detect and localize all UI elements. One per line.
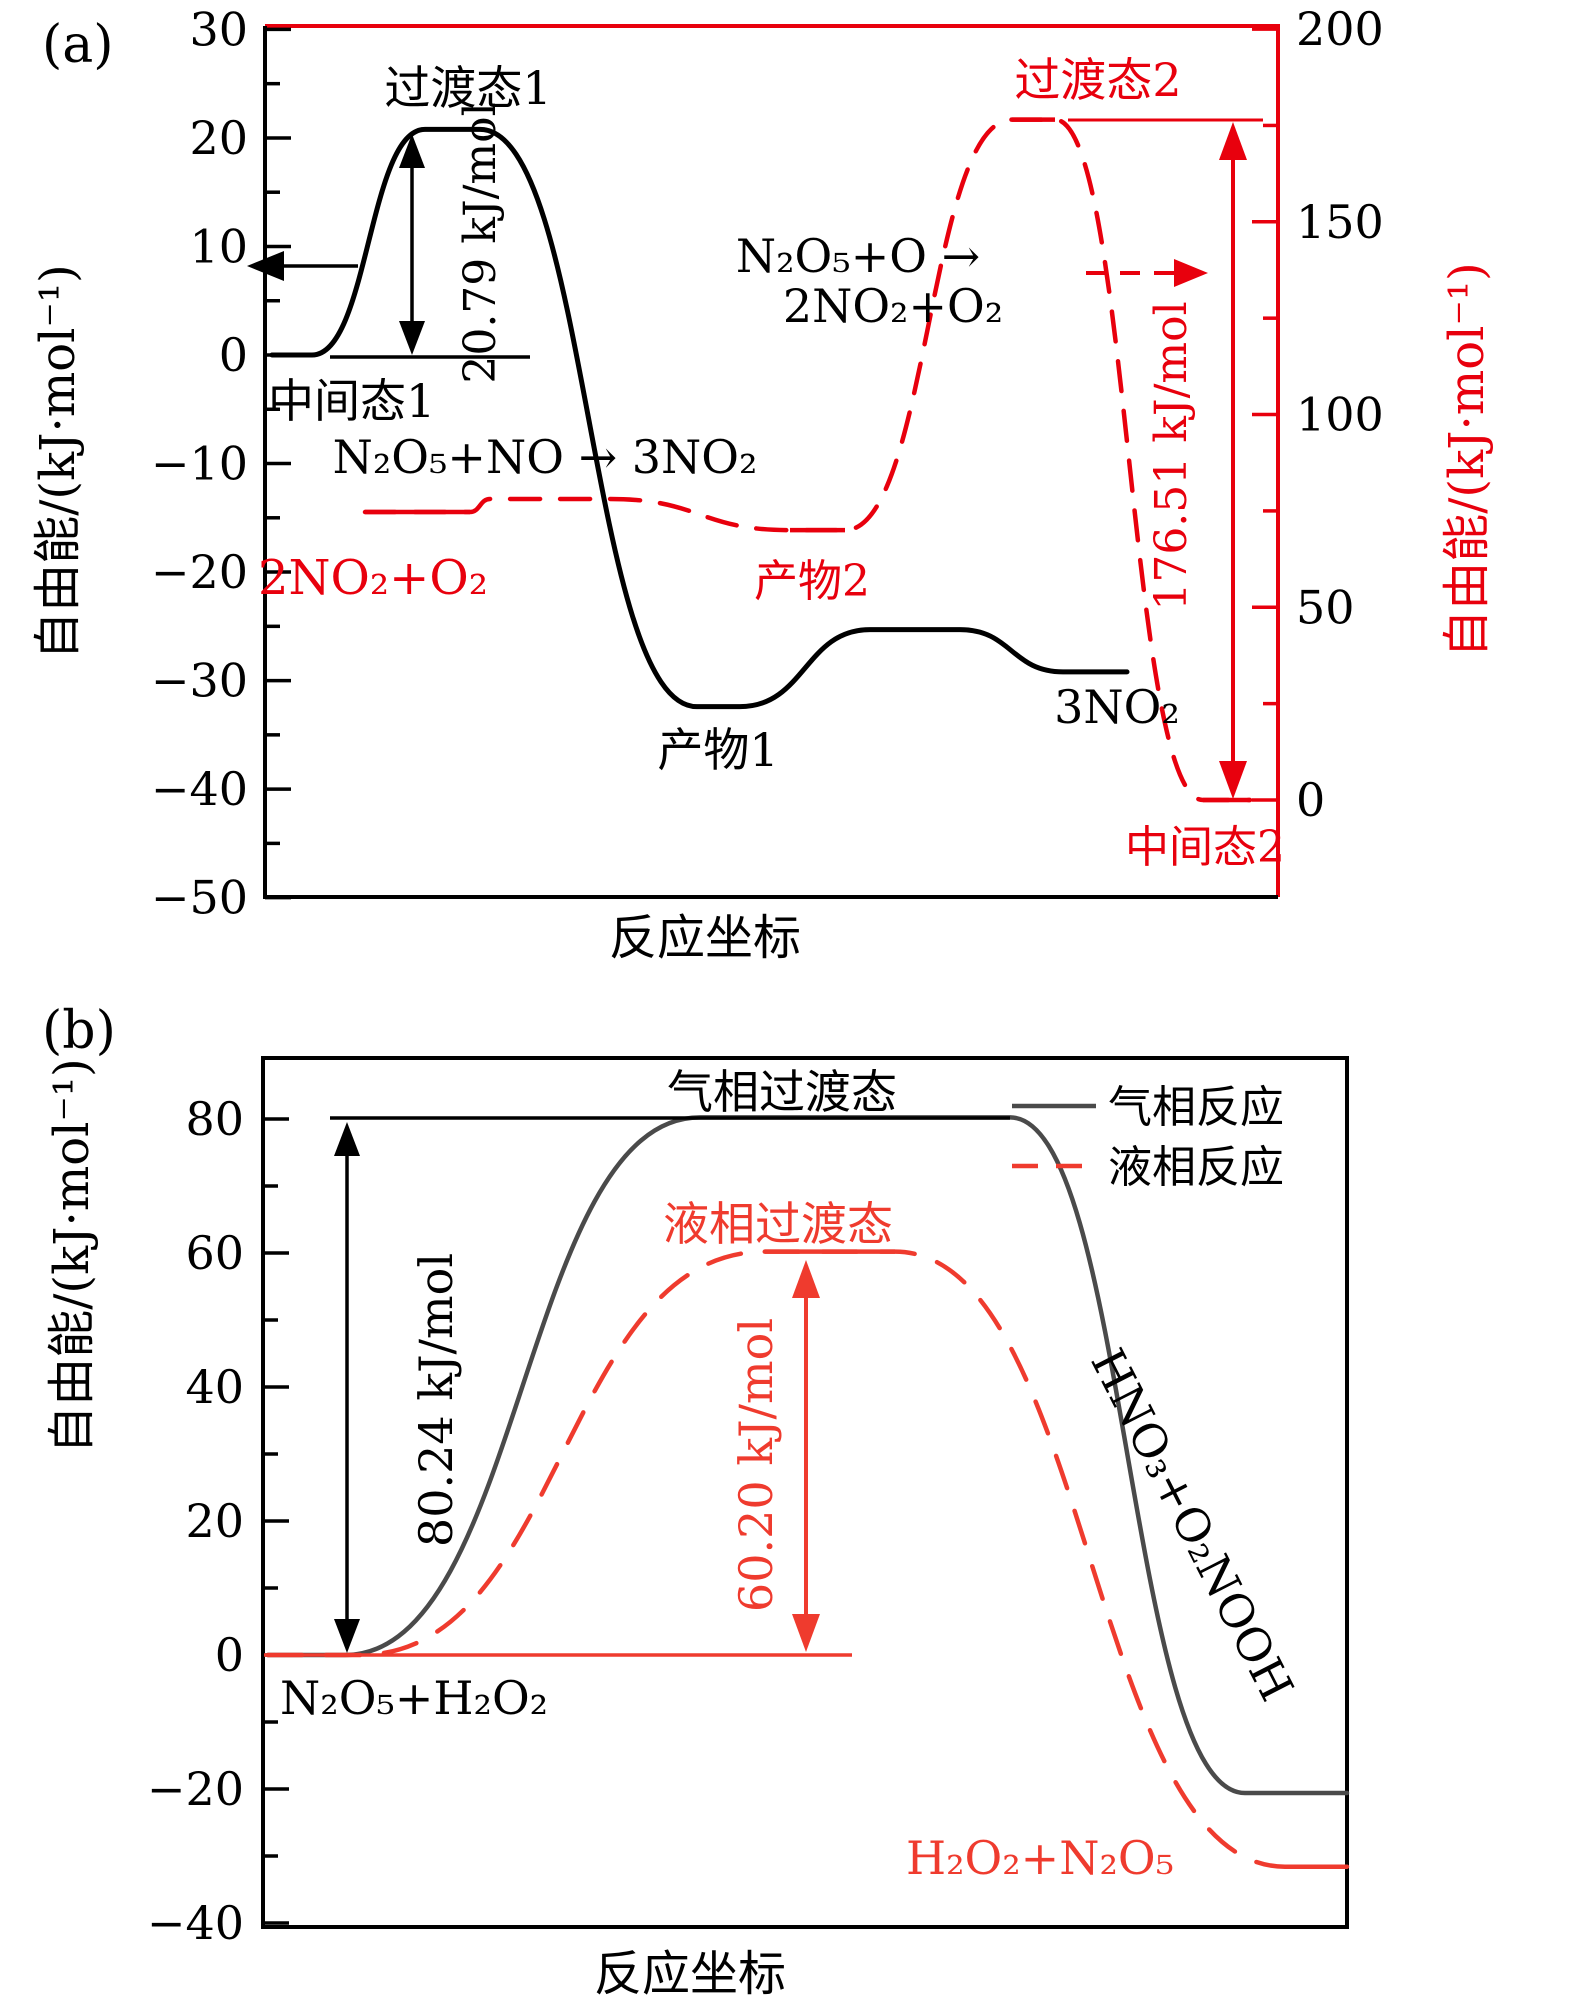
axis-tick-label-right-100: 100 [1296,388,1384,442]
label-reaction-black: N₂O₅+NO → 3NO₂ [333,430,758,484]
panel-b-frame [261,1056,1349,1929]
energy-curve-left-1 [265,1249,1350,1869]
barrier-arrow-b-liquid [792,1260,820,1652]
label-barrier-b-liquid: 60.20 kJ/mol [729,1318,783,1612]
arrow-right-icon [1174,259,1208,287]
label-3no2: 3NO₂ [1054,680,1180,734]
arrow-up-icon [792,1260,820,1298]
axis-tick-label-right-50: 50 [1296,580,1355,634]
axis-tick-label-left-0: 0 [215,1628,244,1682]
axis-tick-label-right-150: 150 [1296,195,1384,249]
label-product1: 产物1 [657,723,778,777]
panel-b: −40 −20 0 20 40 60 80 气相反应 液相反应 (b) 自由能/(kJ·mo… [42,1001,1350,2002]
panel-b-ticks: −40 −20 0 20 40 60 80 [147,1092,289,1950]
axis-tick-label-left-60: 60 [185,1226,244,1280]
axis-tick-label-left-0: 0 [219,328,248,382]
label-reaction-red-line2: 2NO₂+O₂ [783,279,1003,333]
label-barrier-b-gas: 80.24 kJ/mol [409,1253,463,1547]
axis-tick-label-left--40: −40 [151,762,248,816]
axis-tick-label-left-80: 80 [185,1092,244,1146]
axis-tick-label-left--50: −50 [151,871,248,925]
label-ts1: 过渡态1 [384,61,551,115]
label-barrier-a-black: 20.79 kJ/mol [455,102,506,383]
label-liquid-products: H₂O₂+N₂O₅ [906,1831,1174,1885]
label-liquid-ts: 液相过渡态 [663,1197,893,1251]
axis-tick-label-right-0: 0 [1296,773,1325,827]
arrow-up-icon [399,134,425,168]
axis-tick-label-right-200: 200 [1296,2,1384,56]
a-right-axis-title: 自由能/(kJ·mol⁻¹) [1439,262,1495,658]
axis-tick-label-left--30: −30 [151,654,248,708]
arrow-up-icon [334,1122,360,1156]
axis-tick-label-left-30: 30 [189,2,248,56]
b-x-axis-title: 反应坐标 [594,1946,786,2002]
label-intermediate2: 中间态2 [1125,822,1285,873]
panel-a-ticks: −50 −40 −30 −20 −10 0 10 20 30 0 50 100 150 200 [151,2,1384,925]
arrow-down-icon [1219,761,1247,799]
barrier-arrow-b-gas [334,1122,360,1653]
label-gas-products: HNO₃+O₂NOOH [1080,1340,1304,1709]
legend-liquid-label: 液相反应 [1108,1142,1284,1193]
label-2no2-o2-red: 2NO₂+O₂ [258,550,488,606]
label-reactants-b: N₂O₅+H₂O₂ [280,1671,548,1725]
arrow-down-icon [334,1619,360,1653]
label-product2: 产物2 [754,556,870,607]
axis-tick-label-left-20: 20 [189,111,248,165]
label-reaction-red-line1: N₂O₅+O → [736,229,980,283]
label-ts2: 过渡态2 [1014,53,1181,107]
arrow-left-icon [247,251,284,281]
arrow-up-icon [1219,122,1247,160]
panel-a-tag: (a) [42,15,114,75]
axis-tick-label-left--20: −20 [147,1762,244,1816]
label-gas-ts: 气相过渡态 [667,1065,897,1119]
axis-tick-label-left-10: 10 [189,219,248,273]
label-barrier-a-red: 176.51 kJ/mol [1146,301,1197,610]
arrow-down-icon [399,321,425,355]
energy-curve-left-0 [269,126,1130,710]
left-axis-pointer-arrow [247,251,358,281]
label-intermediate1: 中间态1 [268,374,435,428]
barrier-arrow-a-black [399,134,425,355]
axis-tick-label-left-20: 20 [185,1494,244,1548]
axis-tick-label-left--20: −20 [151,545,248,599]
axis-tick-label-left-40: 40 [185,1360,244,1414]
a-x-axis-title: 反应坐标 [609,910,801,966]
legend-gas-label: 气相反应 [1108,1082,1284,1133]
panel-a: −50 −40 −30 −20 −10 0 10 20 30 0 50 100 150 200 [30,2,1495,966]
barrier-arrow-a-red [1219,122,1247,799]
panel-a-curves [269,117,1253,803]
legend: 气相反应 液相反应 [1012,1082,1284,1193]
axis-tick-label-left--10: −10 [151,437,248,491]
right-axis-pointer-arrow [1086,259,1208,287]
arrow-down-icon [792,1614,820,1652]
panel-b-tag: (b) [42,1001,116,1061]
b-left-axis-title: 自由能/(kJ·mol⁻¹) [44,1058,100,1454]
a-left-axis-title: 自由能/(kJ·mol⁻¹) [30,264,86,660]
energy-curve-right-1 [362,117,1253,803]
axis-tick-label-left--40: −40 [147,1896,244,1950]
